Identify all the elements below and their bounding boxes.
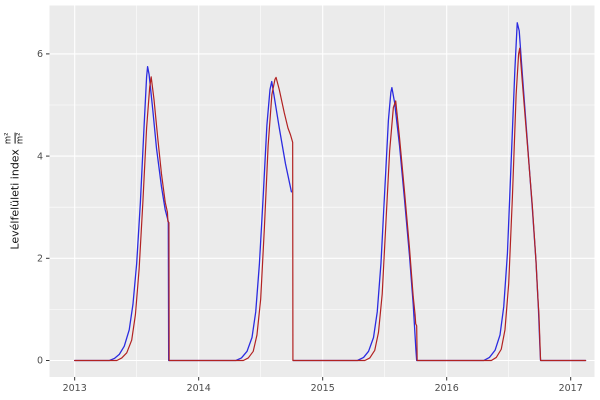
x-tick-label: 2017	[559, 383, 583, 394]
x-tick-label: 2016	[435, 383, 459, 394]
y-tick-label: 2	[37, 253, 43, 264]
series-blue-line	[74, 66, 293, 362]
x-tick-label: 2014	[187, 383, 211, 394]
y-tick-label: 4	[37, 151, 43, 162]
series-red-line	[74, 47, 587, 362]
x-tick-label: 2015	[311, 383, 335, 394]
y-tick-label: 6	[37, 49, 43, 60]
x-tick-label: 2013	[63, 383, 87, 394]
y-tick-label: 0	[37, 356, 43, 367]
